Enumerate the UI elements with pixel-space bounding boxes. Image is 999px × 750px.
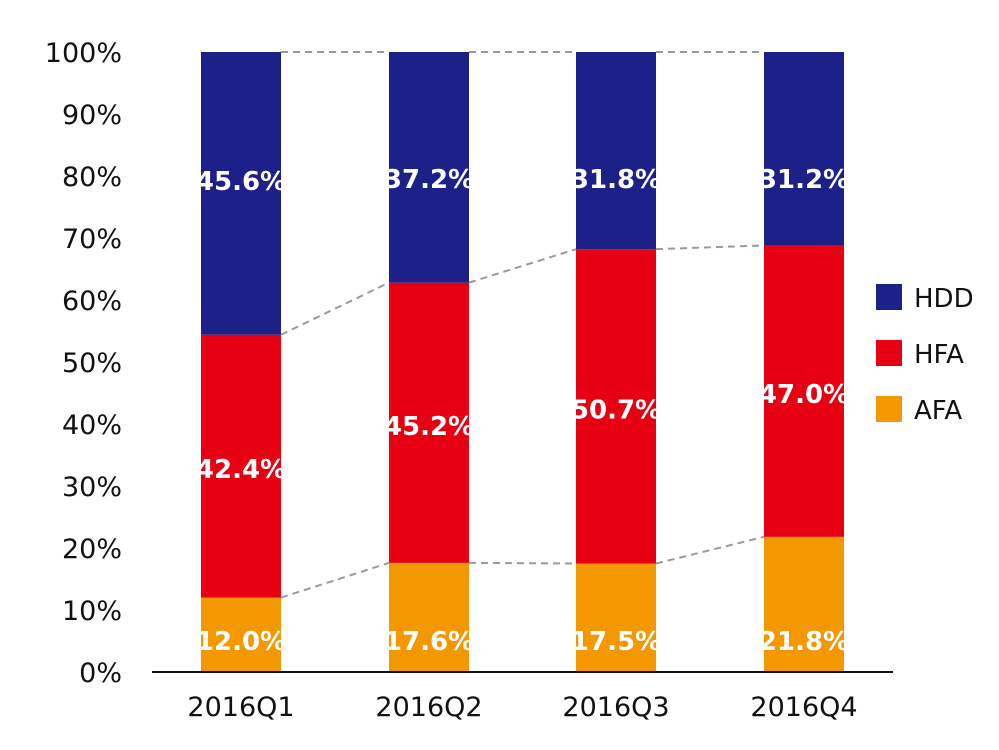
data-label-afa: 17.5%	[571, 627, 661, 657]
bar-segment-hfa	[576, 249, 656, 564]
y-tick-label: 100%	[45, 38, 122, 69]
bar-segment-hdd	[764, 52, 844, 246]
bar-segment-hfa	[201, 334, 281, 598]
x-axis-ticks: 2016Q1 2016Q2 2016Q3 2016Q4	[187, 692, 857, 723]
data-label-hfa: 42.4%	[196, 455, 286, 485]
data-label-hfa: 45.2%	[384, 412, 474, 442]
x-tick-label: 2016Q3	[562, 692, 669, 723]
data-label-hdd: 31.8%	[571, 165, 661, 195]
connector-line	[280, 281, 390, 336]
data-label-hdd: 45.6%	[196, 167, 286, 197]
y-tick-label: 10%	[62, 596, 122, 627]
bar-segment-hfa	[389, 282, 469, 563]
bar-segment-afa	[389, 562, 469, 672]
connector-line	[655, 535, 765, 565]
y-tick-label: 30%	[62, 472, 122, 503]
legend-label-afa: AFA	[914, 396, 962, 426]
y-tick-label: 70%	[62, 224, 122, 255]
data-label-hdd: 37.2%	[384, 165, 474, 195]
x-tick-label: 2016Q4	[750, 692, 857, 723]
y-tick-label: 50%	[62, 348, 122, 379]
data-label-hfa: 47.0%	[759, 380, 849, 410]
bar-segment-afa	[201, 597, 281, 672]
data-label-hfa: 50.7%	[571, 395, 661, 425]
bar-segment-afa	[764, 536, 844, 672]
legend-label-hdd: HDD	[914, 284, 974, 314]
x-tick-label: 2016Q1	[187, 692, 294, 723]
legend-swatch-hfa	[876, 340, 902, 366]
bar-segment-hdd	[389, 52, 469, 283]
y-axis-ticks: 0% 10% 20% 30% 40% 50% 60% 70% 80% 90% 100%	[45, 38, 122, 689]
y-tick-label: 60%	[62, 286, 122, 317]
connector-line	[280, 561, 390, 599]
bars: 12.0% 42.4% 45.6% 17.6% 45.2% 37.2% 17.5% 50.7%…	[196, 52, 849, 672]
connector-lines	[280, 51, 765, 599]
legend-label-hfa: HFA	[914, 340, 964, 370]
bar-segment-hdd	[201, 52, 281, 335]
data-label-afa: 17.6%	[384, 627, 474, 657]
y-tick-label: 40%	[62, 410, 122, 441]
legend-swatch-afa	[876, 396, 902, 422]
connector-line	[468, 248, 577, 284]
legend-swatch-hdd	[876, 284, 902, 310]
y-tick-label: 80%	[62, 162, 122, 193]
y-tick-label: 0%	[79, 658, 122, 689]
legend: HDD HFA AFA	[876, 284, 974, 426]
x-tick-label: 2016Q2	[375, 692, 482, 723]
connector-line	[655, 244, 765, 251]
data-label-hdd: 31.2%	[759, 165, 849, 195]
data-label-afa: 12.0%	[196, 627, 286, 657]
data-label-afa: 21.8%	[759, 627, 849, 657]
connector-line	[468, 561, 577, 565]
bar-segment-hfa	[764, 245, 844, 537]
y-tick-label: 20%	[62, 534, 122, 565]
bar-segment-afa	[576, 563, 656, 672]
y-tick-label: 90%	[62, 100, 122, 131]
bar-segment-hdd	[576, 52, 656, 250]
